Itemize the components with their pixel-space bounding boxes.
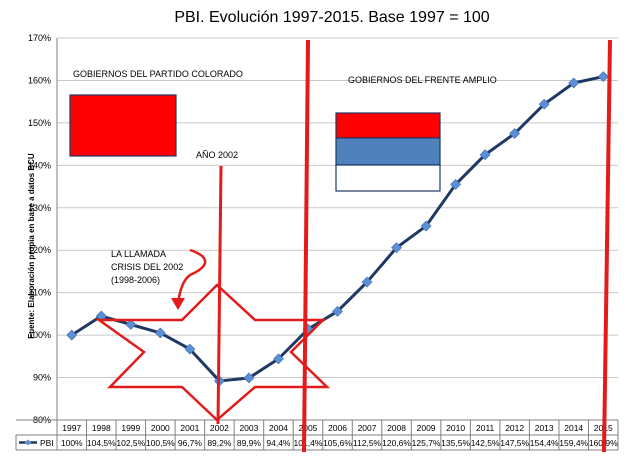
grid-lines — [57, 37, 618, 421]
flag-stripe-red — [335, 112, 441, 139]
data-label: 100% — [61, 438, 83, 448]
y-tick-label: 110% — [29, 288, 51, 298]
x-tick-label: 2006 — [328, 423, 347, 433]
data-point — [361, 276, 373, 288]
y-tick-label: 120% — [28, 245, 51, 255]
vertical-marker-2005 — [302, 39, 310, 453]
overlay-marks — [95, 39, 612, 453]
vertical-marker-2002 — [216, 165, 223, 425]
legend-label: PBI — [40, 438, 54, 448]
x-tick-label: 2000 — [151, 423, 170, 433]
annotation-frente: GOBIERNOS DEL FRENTE AMPLIO — [348, 75, 497, 85]
data-point — [420, 220, 432, 232]
x-tick-label: 1999 — [121, 423, 140, 433]
x-tick-label: 2010 — [446, 423, 465, 433]
data-label: 112,5% — [353, 438, 382, 448]
data-label: 147,5% — [500, 438, 529, 448]
data-label: 100,5% — [146, 438, 175, 448]
crisis-star — [95, 283, 331, 422]
x-tick-label: 2003 — [239, 423, 258, 433]
data-point — [154, 327, 166, 339]
y-tick-label: 150% — [28, 118, 51, 128]
x-tick-label: 1998 — [92, 423, 111, 433]
y-tick-label: 90% — [33, 373, 51, 383]
data-point — [450, 179, 462, 190]
chart-title: PBI. Evolución 1997-2015. Base 1997 = 10… — [174, 9, 489, 26]
data-label: 89,9% — [237, 438, 262, 448]
data-point — [332, 305, 343, 317]
crisis-arrow — [176, 248, 207, 303]
x-tick-label: 2004 — [269, 423, 288, 433]
legend-marker — [24, 439, 32, 446]
data-point — [391, 242, 402, 254]
y-tick-label: 160% — [28, 75, 51, 85]
x-tick-label: 2002 — [210, 423, 229, 433]
annotation-colorado: GOBIERNOS DEL PARTIDO COLORADO — [73, 69, 243, 79]
data-point — [125, 319, 137, 330]
y-tick-label: 140% — [28, 160, 51, 170]
data-label: 101,4% — [294, 438, 323, 448]
data-point — [509, 128, 521, 139]
flag-stripe-blue — [335, 137, 441, 166]
x-tick-label: 2013 — [535, 423, 554, 433]
vertical-marker-2015 — [602, 39, 612, 453]
x-tick-label: 2014 — [564, 423, 583, 433]
x-tick-label: 2001 — [180, 423, 199, 433]
data-point — [479, 149, 491, 161]
crisis-arrow-head — [171, 298, 185, 310]
data-point — [568, 77, 580, 89]
data-label: 159,4% — [559, 438, 588, 448]
data-table: 1997 1998 1999 2000 2001 2002 2003 2004 2005 2006… — [15, 419, 619, 451]
data-label: 96,7% — [178, 438, 203, 448]
data-point — [184, 343, 196, 355]
data-label: 135,5% — [441, 438, 470, 448]
data-label: 154,4% — [530, 438, 559, 448]
y-tick-label: 130% — [28, 203, 51, 213]
data-label: 94,4% — [266, 438, 291, 448]
x-tick-label: 2011 — [476, 423, 495, 433]
data-label: 120,6% — [382, 438, 411, 448]
data-point — [66, 329, 78, 341]
x-tick-label: 2008 — [387, 423, 406, 433]
annotation-crisis-line: (1998-2006) — [111, 275, 160, 285]
x-tick-label: 2007 — [358, 423, 377, 433]
data-label: 102,5% — [116, 438, 145, 448]
data-point — [243, 372, 255, 384]
y-axis-label: Fuente: Elaboración propia en base a dat… — [27, 153, 36, 339]
x-tick-label: 2009 — [417, 423, 436, 433]
annotation-crisis-line: CRISIS DEL 2002 — [111, 262, 183, 272]
data-label: 142,5% — [471, 438, 500, 448]
data-point — [538, 98, 550, 110]
annotations: GOBIERNOS DEL PARTIDO COLORADO GOBIERNOS … — [69, 69, 497, 285]
data-point — [597, 71, 609, 83]
annotation-crisis-line: LA LLAMADA — [111, 249, 166, 259]
data-point — [273, 353, 284, 365]
annotation-anio: AÑO 2002 — [196, 150, 238, 160]
flag-stripe-white — [335, 164, 441, 192]
data-label: 104,5% — [87, 438, 116, 448]
x-tick-label: 2005 — [299, 423, 318, 433]
x-tick-label: 2012 — [505, 423, 524, 433]
data-label: 89,2% — [207, 438, 232, 448]
data-label: 125,7% — [412, 438, 441, 448]
x-tick-label: 1997 — [62, 423, 81, 433]
y-tick-label: 170% — [28, 33, 51, 43]
data-label: 105,6% — [323, 438, 352, 448]
flag-colorado — [69, 94, 177, 157]
y-tick-label: 100% — [28, 330, 51, 340]
